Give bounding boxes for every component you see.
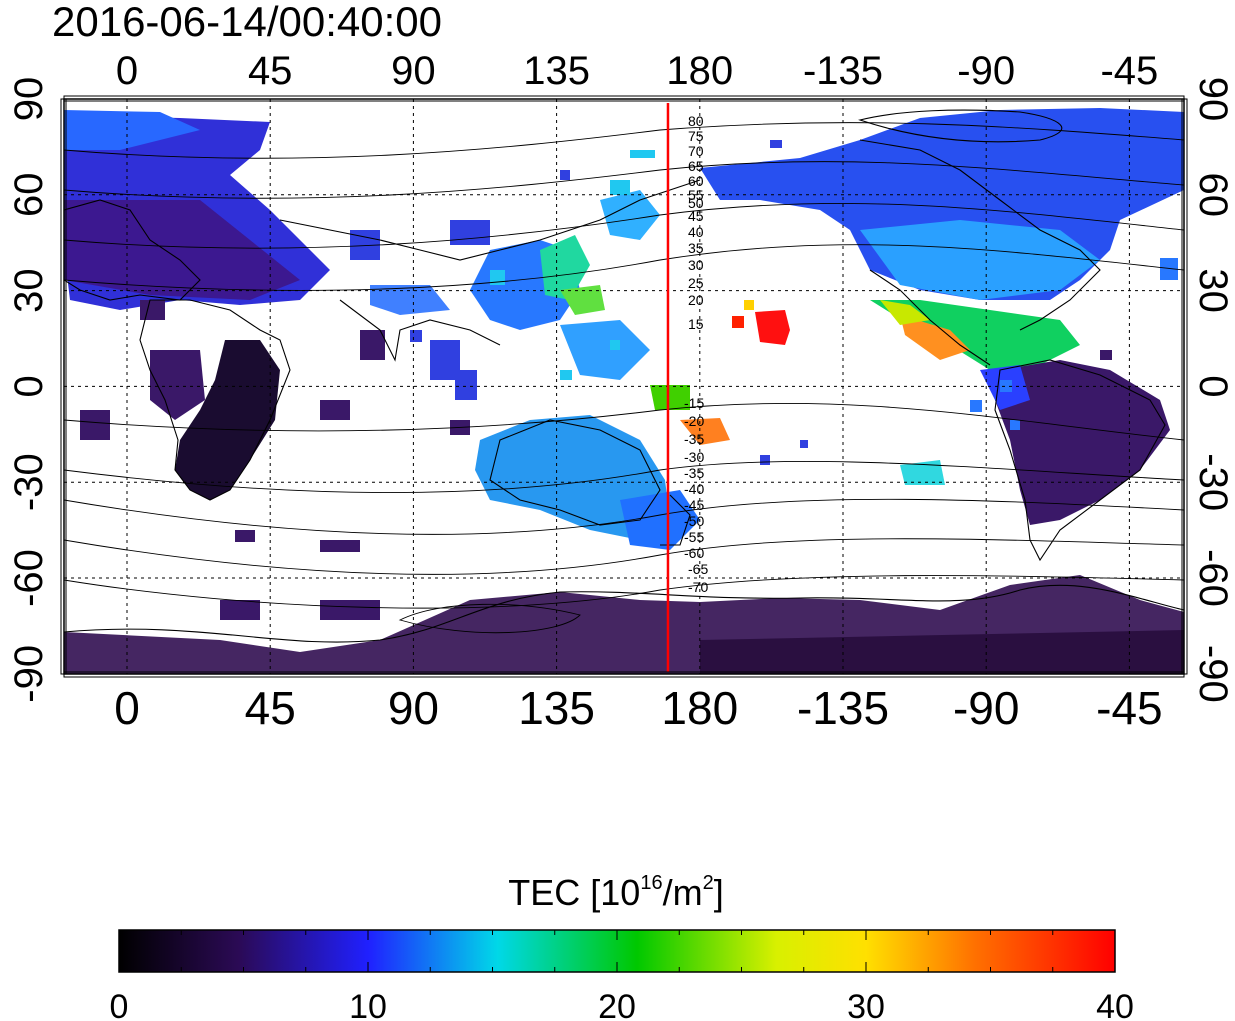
longitude-tick-label: 45: [248, 49, 293, 93]
colorbar-tick-label: 20: [598, 988, 636, 1021]
latitude-tick-label: 60: [7, 173, 51, 218]
contour-label: -30: [684, 449, 704, 465]
longitude-tick-label: 45: [245, 682, 296, 734]
contour-label: 75: [688, 128, 704, 144]
map-graticule: [64, 99, 1184, 674]
contour-label: -20: [684, 413, 704, 429]
contour-label: -40: [684, 481, 704, 497]
latitude-tick-label: -30: [7, 453, 51, 511]
tec-region-africa: [175, 340, 280, 500]
latitude-tick-label: -90: [7, 645, 51, 703]
colorbar-title: TEC [1016/m2]: [508, 872, 723, 913]
longitude-tick-label: -135: [803, 49, 883, 93]
contour-label: 60: [688, 173, 704, 189]
colorbar-tick-label: 0: [110, 988, 129, 1021]
contour-label: -65: [688, 561, 708, 577]
longitude-tick-label: -135: [797, 682, 889, 734]
contour-label: 45: [688, 208, 704, 224]
magnetic-contours: [63, 122, 1185, 634]
latitude-tick-label: 90: [7, 77, 51, 122]
contour-label: -60: [684, 545, 704, 561]
longitude-tick-label: -90: [957, 49, 1015, 93]
contour-label: -55: [684, 529, 704, 545]
longitude-tick-label: 0: [116, 49, 138, 93]
longitude-tick-label: 180: [661, 682, 738, 734]
longitude-tick-label: 135: [523, 49, 590, 93]
latitude-tick-label: 30: [1191, 268, 1235, 313]
contour-label: -35: [684, 431, 704, 447]
contour-label: 55: [688, 187, 704, 203]
longitude-tick-label: -45: [1096, 682, 1162, 734]
contour-label: -35: [684, 465, 704, 481]
latitude-tick-label: -60: [7, 549, 51, 607]
latitude-tick-label: 30: [7, 268, 51, 313]
latitude-tick-label: 0: [7, 375, 51, 397]
contour-label: -45: [684, 497, 704, 513]
latitude-tick-label: -90: [1191, 645, 1235, 703]
longitude-tick-label: 135: [518, 682, 595, 734]
contour-label: -15: [684, 395, 704, 411]
latitude-tick-label: 90: [1191, 77, 1235, 122]
longitude-labels-top: 0 45 90 135 180 -135 -90 -45: [116, 49, 1158, 93]
contour-label: 80: [688, 113, 704, 129]
contour-label: 25: [688, 275, 704, 291]
latitude-labels-right: 90 60 30 0 -30 -60 -90: [1191, 77, 1235, 703]
contour-label: 70: [688, 143, 704, 159]
tec-region-hawaii: [755, 310, 790, 345]
latitude-tick-label: -30: [1191, 453, 1235, 511]
contour-label: 20: [688, 292, 704, 308]
map-frame: [63, 98, 1185, 675]
colorbar-tick-label: 40: [1096, 988, 1134, 1021]
map-border-ticks: [60, 95, 1188, 678]
longitude-labels-bottom: 0 45 90 135 180 -135 -90 -45: [114, 682, 1162, 734]
longitude-tick-label: 0: [114, 682, 140, 734]
longitude-tick-label: 180: [666, 49, 733, 93]
latitude-tick-label: 60: [1191, 173, 1235, 218]
longitude-tick-label: 90: [388, 682, 439, 734]
latitude-tick-label: 0: [1191, 375, 1235, 397]
contour-label: 15: [688, 316, 704, 332]
timestamp-title: 2016-06-14/00:40:00: [52, 0, 442, 45]
tec-region-south-america: [995, 360, 1170, 525]
contour-label: 35: [688, 240, 704, 256]
latitude-labels-left: 90 60 30 0 -30 -60 -90: [7, 77, 51, 703]
contour-label: -70: [688, 579, 708, 595]
contour-label: 40: [688, 224, 704, 240]
tec-region-australia: [475, 415, 670, 540]
latitude-tick-label: -60: [1191, 549, 1235, 607]
coastlines: [64, 109, 1184, 643]
colorbar-tick-label: 30: [847, 988, 885, 1021]
tec-data-layer: [64, 108, 1184, 674]
contour-label: 50: [688, 195, 704, 211]
longitude-tick-label: -90: [953, 682, 1019, 734]
contour-label: -50: [684, 513, 704, 529]
colorbar-ticks: 0 10 20 30 40: [110, 930, 1134, 1021]
contour-label: 65: [688, 158, 704, 174]
longitude-tick-label: -45: [1100, 49, 1158, 93]
longitude-tick-label: 90: [391, 49, 436, 93]
contour-label: 30: [688, 257, 704, 273]
colorbar-tick-label: 10: [349, 988, 387, 1021]
contour-labels-south: -15-20-35-30-35-40-45-50-55-60-65-70: [684, 395, 708, 595]
